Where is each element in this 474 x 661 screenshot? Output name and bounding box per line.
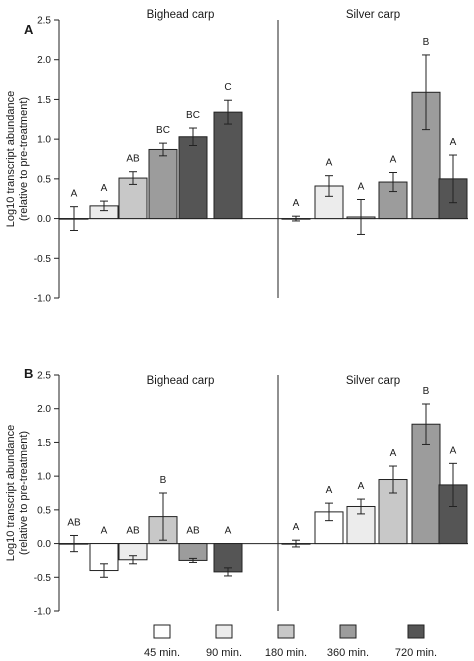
- y-tick-label: -1.0: [34, 607, 52, 618]
- y-tick-label: 1.5: [37, 95, 51, 106]
- significance-label: A: [450, 445, 457, 456]
- significance-label: A: [390, 448, 397, 459]
- significance-label: AB: [126, 526, 140, 537]
- significance-label: AB: [126, 154, 140, 165]
- significance-label: A: [101, 526, 108, 537]
- y-tick-label: 2.5: [37, 16, 51, 27]
- significance-label: A: [358, 182, 365, 193]
- significance-label: BC: [186, 110, 200, 121]
- y-tick-label: 0.0: [37, 539, 51, 550]
- y-tick-label: 2.5: [37, 371, 51, 382]
- panel-letter: A: [24, 22, 34, 37]
- y-tick-label: -0.5: [34, 254, 52, 265]
- legend-label: 90 min.: [206, 647, 242, 659]
- y-tick-label: 0.5: [37, 174, 51, 185]
- y-axis-label: (relative to pre-treatment): [18, 431, 30, 555]
- bar: [178, 543, 208, 561]
- y-axis-label: Log10 transcript abundance: [5, 425, 17, 561]
- y-tick-label: 0.0: [37, 214, 51, 225]
- bar: [213, 111, 243, 220]
- y-tick-label: 0.5: [37, 505, 51, 516]
- significance-label: A: [326, 485, 333, 496]
- bar: [213, 543, 243, 573]
- significance-label: A: [450, 137, 457, 148]
- bar: [178, 136, 208, 220]
- y-tick-label: -1.0: [34, 294, 52, 305]
- significance-label: A: [71, 189, 78, 200]
- y-tick-label: 2.0: [37, 55, 51, 66]
- y-axis-label: (relative to pre-treatment): [18, 97, 30, 221]
- legend-swatch: [215, 624, 233, 639]
- significance-label: A: [326, 158, 333, 169]
- legend-label: 720 min.: [395, 647, 437, 659]
- significance-label: A: [293, 522, 300, 533]
- group-title: Silver carp: [346, 9, 400, 21]
- significance-label: B: [160, 475, 167, 486]
- significance-label: A: [390, 155, 397, 166]
- significance-label: B: [423, 386, 430, 397]
- bar: [148, 148, 178, 220]
- significance-label: A: [358, 481, 365, 492]
- legend-label: 180 min.: [265, 647, 307, 659]
- panel-letter: B: [24, 366, 33, 381]
- group-title: Silver carp: [346, 375, 400, 387]
- legend-label: 45 min.: [144, 647, 180, 659]
- y-tick-label: -0.5: [34, 573, 52, 584]
- legend-swatch: [407, 624, 425, 639]
- legend-swatch: [277, 624, 295, 639]
- group-title: Bighead carp: [147, 375, 215, 387]
- significance-label: AB: [67, 517, 81, 528]
- significance-label: AB: [186, 526, 200, 537]
- legend-swatch: [339, 624, 357, 639]
- y-tick-label: 2.0: [37, 404, 51, 415]
- significance-label: B: [423, 37, 430, 48]
- significance-label: A: [293, 198, 300, 209]
- significance-label: A: [101, 183, 108, 194]
- significance-label: BC: [156, 125, 170, 136]
- y-tick-label: 1.0: [37, 472, 51, 483]
- y-tick-label: 1.0: [37, 135, 51, 146]
- legend-label: 360 min.: [327, 647, 369, 659]
- y-tick-label: 1.5: [37, 438, 51, 449]
- group-title: Bighead carp: [147, 9, 215, 21]
- significance-label: C: [224, 82, 231, 93]
- significance-label: A: [225, 526, 232, 537]
- legend-swatch: [153, 624, 171, 639]
- y-axis-label: Log10 transcript abundance: [5, 91, 17, 227]
